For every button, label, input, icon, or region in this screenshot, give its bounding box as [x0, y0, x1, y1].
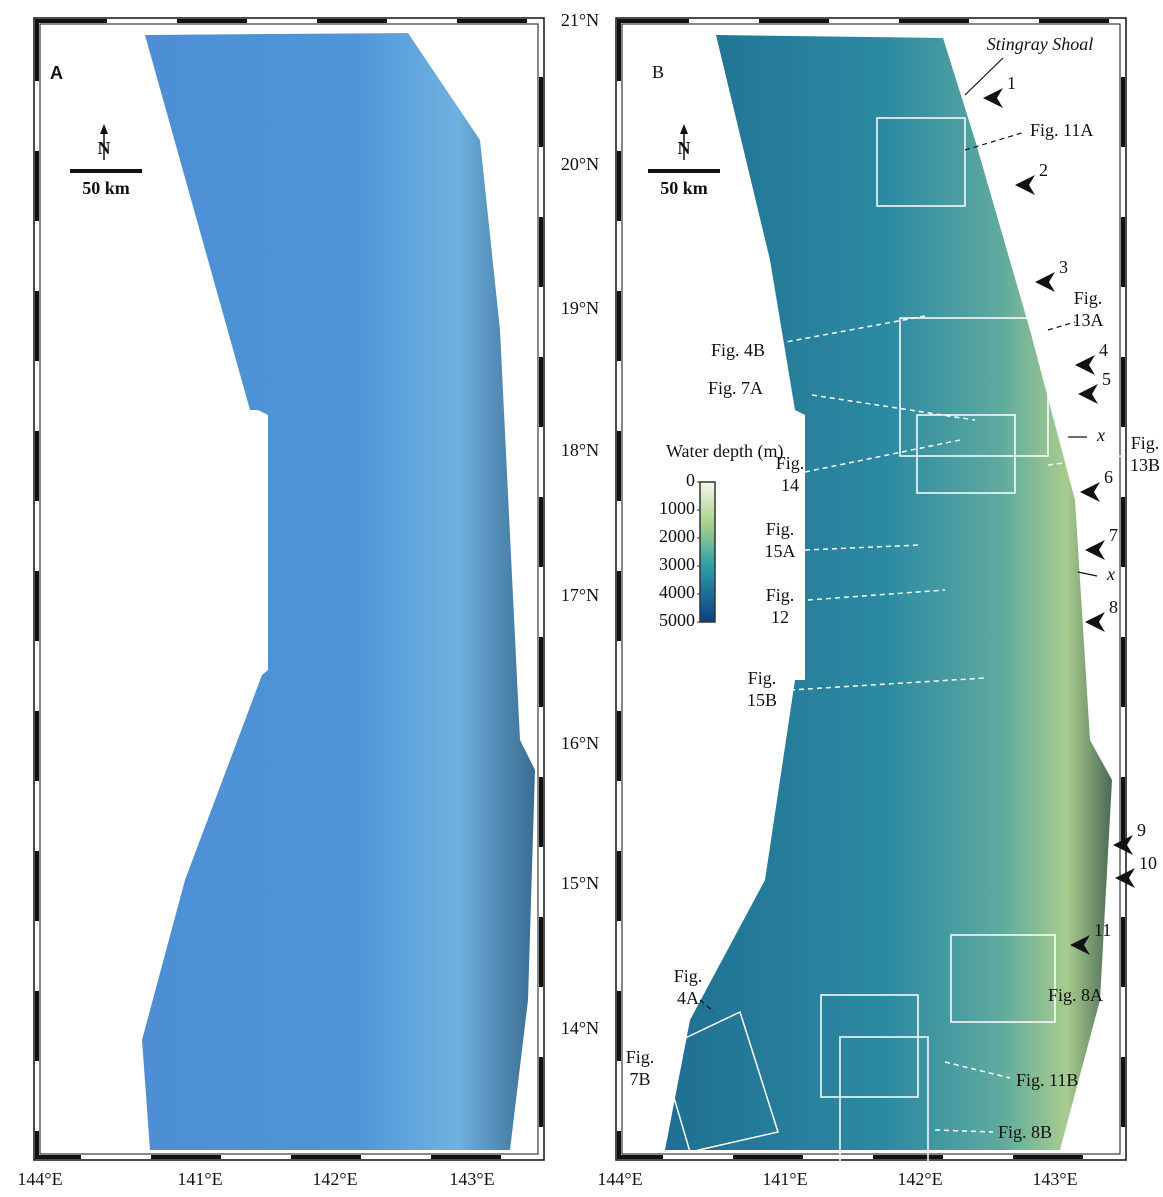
latitude-label: 20°N [561, 154, 599, 174]
longitude-label: 141°E [177, 1169, 222, 1189]
figure-ref: Fig. 11B [1016, 1070, 1078, 1090]
figure-ref: 12 [771, 607, 789, 627]
longitude-label: 143°E [449, 1169, 494, 1189]
volcano-number: 9 [1137, 820, 1146, 840]
figure-ref: Fig. [1074, 288, 1103, 308]
volcano-number: 1 [1007, 73, 1016, 93]
scale-bar [648, 169, 720, 173]
north-label: N [678, 138, 691, 158]
bathymetry-swath-b [665, 35, 1112, 1150]
north-arrow-head [680, 124, 688, 134]
volcano-arrow [1080, 482, 1100, 502]
figure-ref: Fig. [626, 1047, 655, 1067]
colorbar-tick-label: 0 [686, 470, 695, 490]
leader [1048, 322, 1075, 330]
volcano-number: 10 [1139, 853, 1157, 873]
figure-ref: Fig. 4B [711, 340, 765, 360]
volcano-number: 7 [1109, 525, 1118, 545]
figure-ref: Fig. 8B [998, 1122, 1052, 1142]
scale-bar [70, 169, 142, 173]
marker-label: x [1106, 564, 1115, 584]
leader [1078, 572, 1097, 576]
longitude-label: 144°E [597, 1169, 642, 1189]
north-arrow-head [100, 124, 108, 134]
volcano-number: 8 [1109, 597, 1118, 617]
figure-ref: Fig. [766, 585, 795, 605]
volcano-arrow [1115, 868, 1135, 888]
panel-label: B [652, 62, 664, 82]
volcano-arrow [1078, 384, 1098, 404]
figure-ref: 15A [765, 541, 796, 561]
figure-ref: Fig. 8A [1048, 985, 1103, 1005]
colorbar [700, 482, 715, 622]
bathymetry-swath-a [142, 33, 535, 1150]
latitude-label: 18°N [561, 440, 599, 460]
colorbar-tick-label: 4000 [659, 582, 695, 602]
latitude-label: 17°N [561, 585, 599, 605]
figure-ref: 14 [781, 475, 799, 495]
figure-ref: Fig. 7A [708, 378, 763, 398]
figure-ref: 7B [629, 1069, 650, 1089]
colorbar-title: Water depth (m) [666, 441, 784, 462]
figure-ref: Fig. 11A [1030, 120, 1093, 140]
volcano-number: 3 [1059, 257, 1068, 277]
volcano-arrow [1015, 175, 1035, 195]
colorbar-tick-label: 3000 [659, 554, 695, 574]
longitude-label: 143°E [1032, 1169, 1077, 1189]
latitude-label: 16°N [561, 733, 599, 753]
colorbar-tick-label: 5000 [659, 610, 695, 630]
colorbar-tick-label: 2000 [659, 526, 695, 546]
longitude-label: 142°E [897, 1169, 942, 1189]
volcano-number: 2 [1039, 160, 1048, 180]
volcano-number: 11 [1094, 920, 1111, 940]
figure-ref: 15B [747, 690, 777, 710]
panel-label: A [50, 63, 63, 83]
volcano-number: 4 [1099, 340, 1108, 360]
latitude-label: 21°N [561, 10, 599, 30]
colorbar-tick-label: 1000 [659, 498, 695, 518]
figure-ref: Fig. [766, 519, 795, 539]
figure-ref: 13A [1073, 310, 1104, 330]
volcano-arrow [1085, 540, 1105, 560]
latitude-label: 15°N [561, 873, 599, 893]
volcano-arrow [1075, 355, 1095, 375]
latitude-label: 19°N [561, 298, 599, 318]
longitude-label: 144°E [17, 1169, 62, 1189]
figure: ABN50 kmN50 km21°N20°N19°N18°N17°N16°N15… [0, 0, 1163, 1197]
marker-label: x [1096, 425, 1105, 445]
volcano-number: 5 [1102, 369, 1111, 389]
figure-ref: 13B [1130, 455, 1160, 475]
longitude-label: 141°E [762, 1169, 807, 1189]
volcano-arrow [1035, 272, 1055, 292]
volcano-arrow [983, 88, 1003, 108]
scale-label: 50 km [660, 178, 708, 198]
figure-ref: Fig. [748, 668, 777, 688]
longitude-label: 142°E [312, 1169, 357, 1189]
scale-label: 50 km [82, 178, 130, 198]
leader [965, 58, 1003, 95]
north-label: N [98, 138, 111, 158]
figure-ref: Fig. [1131, 433, 1160, 453]
figure-ref: 4A [677, 988, 699, 1008]
volcano-number: 6 [1104, 467, 1113, 487]
volcano-arrow [1085, 612, 1105, 632]
figure-ref: Fig. [674, 966, 703, 986]
feature-label: Stingray Shoal [987, 34, 1094, 54]
latitude-label: 14°N [561, 1018, 599, 1038]
